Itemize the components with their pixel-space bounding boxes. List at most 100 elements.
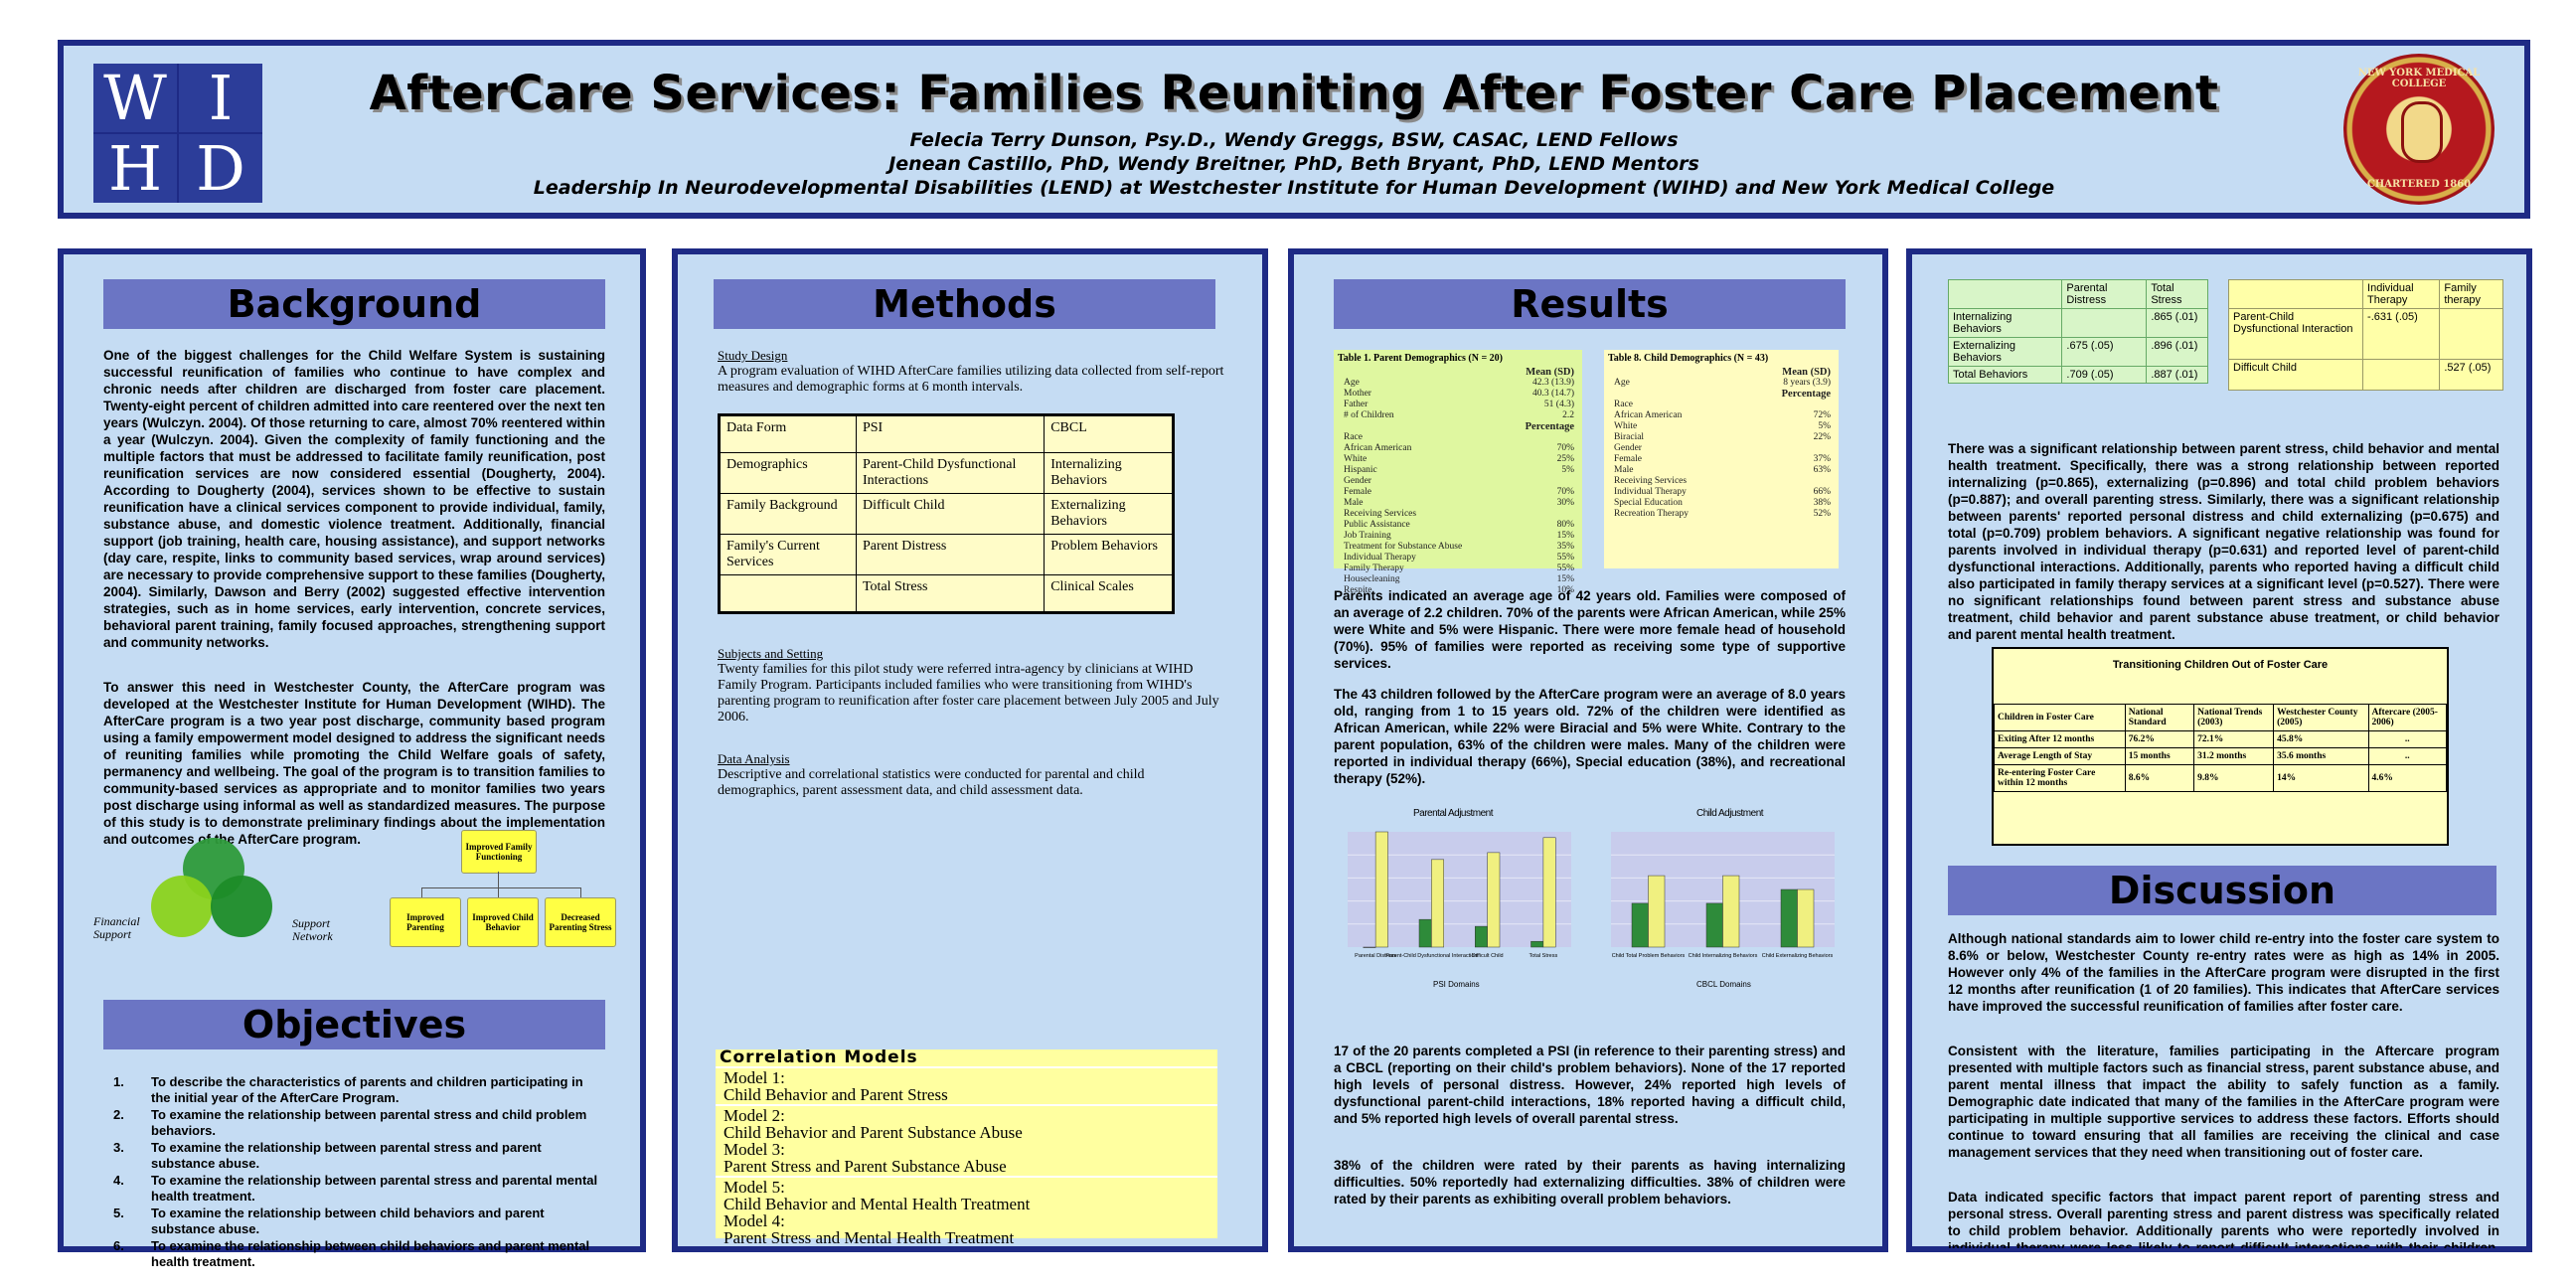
logo-letter: W (93, 64, 177, 132)
demographic-row: Respite 10% (1344, 585, 1574, 595)
parent-demographics-table: Table 1. Parent Demographics (N = 20) Me… (1334, 350, 1582, 595)
tick-label: Total Stress (1530, 953, 1558, 959)
child-demographics-table: Table 8. Child Demographics (N = 43) Mea… (1604, 350, 1839, 568)
connector-line (421, 887, 580, 888)
table-row: Parent-Child Dysfunctional Interaction -.… (2227, 308, 2503, 360)
demographic-row: Mean (SD) (1526, 367, 1574, 378)
table-row: Parental Distress Total Stress (1947, 279, 2208, 309)
chart1-title: Parental Adjustment (1413, 808, 1494, 819)
study-design-title: Study Design (718, 348, 788, 363)
table-row: Difficult Child .527 (.05) (2227, 359, 2503, 391)
demographic-row: Receiving Services (1614, 476, 1688, 486)
bar (1418, 918, 1432, 948)
table2-title: Table 8. Child Demographics (N = 43) (1608, 353, 1769, 364)
table-row: Externalizing Behaviors .675 (.05) .896 (.… (1947, 337, 2208, 367)
caduceus-icon (2401, 101, 2443, 163)
box-decreased-parenting-stress: Decreased Parenting Stress (545, 897, 616, 947)
bar (1431, 859, 1444, 948)
tick-label: Child Total Problem Behaviors (1612, 953, 1686, 959)
bar (1648, 875, 1666, 948)
nymc-seal-icon: NEW YORK MEDICAL COLLEGE CHARTERED 1860 (2343, 54, 2495, 205)
chart1-xlabel: PSI Domains (1433, 980, 1480, 989)
bar (1542, 837, 1556, 948)
discussion-para1: Although national standards aim to lower… (1948, 931, 2499, 1014)
table-row: Family Background Difficult Child External… (719, 493, 1174, 535)
poster-header: W I H D AfterCare Services: Families Reu… (58, 40, 2530, 219)
chart2-svg: Child Total Problem Behaviors Child Inter… (1611, 832, 1835, 959)
discussion-findings-para: There was a significant relationship bet… (1948, 441, 2499, 642)
results-para1: Parents indicated an average age of 42 y… (1334, 588, 1846, 671)
tick-label: Child Internalizing Behaviors (1689, 953, 1758, 959)
table-row: Demographics Parent-Child Dysfunctional I… (719, 452, 1174, 494)
demographic-row: Male 30% (1344, 498, 1574, 508)
authors-mentors: Jenean Castillo, PhD, Wendy Breitner, Ph… (888, 153, 1699, 175)
venn-circle (151, 876, 213, 937)
demographic-row: Male 63% (1614, 465, 1831, 475)
bar (1780, 888, 1798, 948)
demographic-row: Age 42.3 (13.9) (1344, 378, 1574, 388)
connector-line (580, 887, 581, 897)
subjects-text: Twenty families for this pilot study wer… (718, 662, 1219, 724)
bar (1487, 852, 1501, 948)
demographic-row: Job Training 15% (1344, 531, 1574, 541)
correlation-model: Model 2: Child Behavior and Parent Substa… (716, 1104, 1217, 1176)
demographic-row: Female 37% (1614, 454, 1831, 464)
demographic-row: Percentage (1525, 421, 1574, 432)
bar (1797, 888, 1815, 948)
seal-text-bottom: CHARTERED 1860 (2366, 179, 2472, 190)
bar (1705, 902, 1723, 948)
results-para3: 17 of the 20 parents completed a PSI (in… (1334, 1044, 1846, 1126)
box-improved-family-functioning: Improved Family Functioning (461, 830, 537, 874)
objective-item: 3. To examine the relationship between pa… (113, 1140, 542, 1171)
objective-item: 1. To describe the characteristics of par… (113, 1074, 583, 1105)
connector-line (421, 887, 422, 897)
objective-item: 2. To examine the relationship between pa… (113, 1107, 587, 1138)
objective-item: 5. To examine the relationship between ch… (113, 1206, 545, 1236)
demographic-row: African American 70% (1344, 443, 1574, 453)
transition-title: Transitioning Children Out of Foster Car… (2112, 659, 2329, 671)
bar (1530, 940, 1544, 948)
table-row: Total Behaviors .709 (.05) .887 (.01) (1947, 366, 2208, 384)
study-design-text: A program evaluation of WIHD AfterCare f… (718, 364, 1224, 395)
table-row: Total Stress Clinical Scales (719, 574, 1174, 613)
analysis-text: Descriptive and correlational statistics… (718, 767, 1145, 798)
seal-text-top: NEW YORK MEDICAL COLLEGE (2357, 68, 2481, 89)
subjects-title: Subjects and Setting (718, 646, 824, 661)
demographic-row: Hispanic 5% (1344, 465, 1574, 475)
demographic-row: Recreation Therapy 52% (1614, 509, 1831, 519)
demographic-row: Individual Therapy 66% (1614, 487, 1831, 497)
box-improved-parenting: Improved Parenting (390, 897, 461, 947)
label-support-network: Support Network (292, 916, 333, 943)
tick-label: Parental Distress (1355, 953, 1396, 959)
demographic-row: White 25% (1344, 454, 1574, 464)
demographic-row: Race (1344, 432, 1363, 442)
results-heading: Results (1334, 279, 1846, 329)
demographic-row: Public Assistance 80% (1344, 520, 1574, 530)
demographic-row: # of Children 2.2 (1344, 410, 1574, 420)
demographic-row: Gender (1344, 476, 1371, 486)
background-column: Background One of the biggest challenges… (58, 248, 646, 1269)
demographic-row: White 5% (1614, 421, 1831, 431)
methods-column: Methods Study Design A program evaluatio… (672, 248, 1268, 1252)
affiliation: Leadership In Neurodevelopmental Disabil… (533, 177, 2055, 199)
chart2-xlabel: CBCL Domains (1696, 980, 1751, 989)
correlation-model: Model 1: Child Behavior and Parent Stress (716, 1066, 1217, 1104)
background-para1: One of the biggest challenges for the Ch… (103, 348, 605, 650)
tick-label: Difficult Child (1472, 953, 1504, 959)
bar (1363, 946, 1376, 948)
discussion-heading: Discussion (1948, 866, 2496, 915)
table-row: Data Form PSI CBCL (719, 414, 1174, 453)
foster-care-transition-table: Transitioning Children Out of Foster Car… (1992, 647, 2449, 846)
demographic-row: Female 70% (1344, 487, 1574, 497)
authors-fellows: Felecia Terry Dunson, Psy.D., Wendy Greg… (909, 129, 1679, 151)
objective-item: 4. To examine the relationship between pa… (113, 1173, 598, 1204)
connector-line (498, 872, 499, 887)
demographic-row: Mother 40.3 (14.7) (1344, 389, 1574, 399)
logo-letter: I (179, 64, 262, 132)
correlation-title: Correlation Models (720, 1047, 918, 1067)
correlation-model: Model 5: Child Behavior and Mental Health… (716, 1176, 1217, 1247)
table-row: Family's Current Services Parent Distress… (719, 534, 1174, 575)
objective-item: 6. To examine the relationship between ch… (113, 1238, 590, 1269)
demographic-row: Family Therapy 55% (1344, 564, 1574, 573)
